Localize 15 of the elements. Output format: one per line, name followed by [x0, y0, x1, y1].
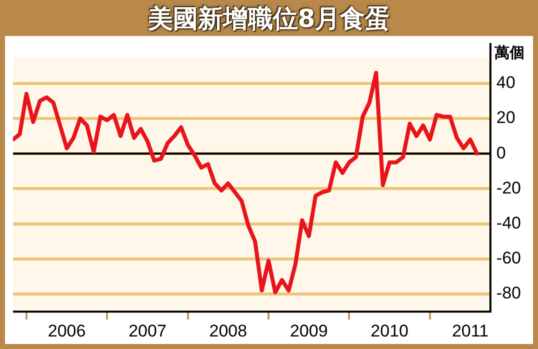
chart-title: 美國新增職位8月食蛋	[146, 2, 392, 34]
y-tick-label: 0	[496, 143, 506, 162]
x-tick-label: 2006	[48, 321, 86, 340]
x-tick-label: 2009	[290, 321, 328, 340]
x-tick-label: 2008	[209, 321, 248, 340]
y-tick-label: -40	[496, 213, 522, 232]
y-tick-label: -60	[496, 248, 522, 268]
x-tick-label: 2010	[370, 321, 408, 340]
x-tick-label: 2007	[128, 321, 166, 340]
y-tick-label: 40	[496, 73, 516, 92]
y-tick-label: 20	[496, 108, 516, 128]
y-tick-label: -20	[496, 178, 522, 198]
x-tick-label: 2011	[452, 321, 489, 340]
y-axis-title: 萬個	[493, 43, 524, 62]
y-tick-label: -80	[496, 284, 522, 303]
